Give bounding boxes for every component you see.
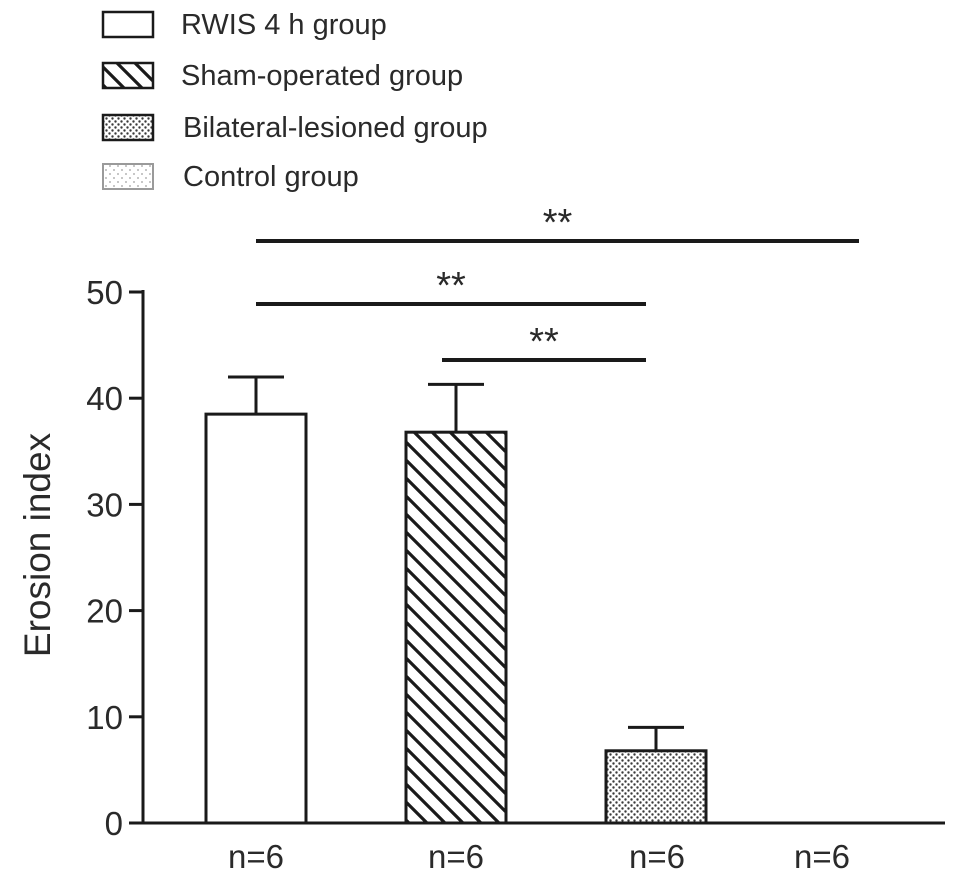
- legend-swatch-bilateral: [101, 113, 155, 142]
- legend-item-control: Control group: [102, 161, 359, 193]
- x-tick-label: n=6: [629, 838, 685, 875]
- significance-label: **: [543, 202, 573, 244]
- legend-label-rwis: RWIS 4 h group: [181, 9, 387, 41]
- x-tick-label: n=6: [794, 838, 850, 875]
- y-tick-label: 0: [105, 805, 123, 842]
- bar: [404, 430, 508, 825]
- legend-item-rwis: RWIS 4 h group: [101, 9, 387, 41]
- legend-label-bilateral: Bilateral-lesioned group: [183, 112, 488, 144]
- significance-label: **: [436, 265, 466, 307]
- legend-label-sham: Sham-operated group: [181, 60, 463, 92]
- significance-label: **: [529, 321, 559, 363]
- bar: [204, 412, 308, 825]
- error-bars: [228, 375, 684, 751]
- y-tick-label: 50: [86, 274, 123, 311]
- legend-label-control: Control group: [183, 161, 359, 193]
- legend-swatch-rwis: [101, 10, 155, 39]
- legend-item-sham: Sham-operated group: [101, 60, 463, 92]
- x-tick-label: n=6: [428, 838, 484, 875]
- x-tick-label: n=6: [228, 838, 284, 875]
- chart-legend: RWIS 4 h group Sham-operated group Bilat…: [101, 9, 488, 193]
- legend-item-bilateral: Bilateral-lesioned group: [101, 112, 488, 144]
- y-tick-label: 10: [86, 699, 123, 736]
- bars: [204, 412, 708, 825]
- y-tick-label: 20: [86, 593, 123, 630]
- y-tick-label: 30: [86, 486, 123, 523]
- y-axis-label: Erosion index: [17, 432, 58, 657]
- bar: [604, 749, 708, 825]
- legend-swatch-sham: [101, 61, 155, 90]
- significance-brackets: ** ** **: [256, 202, 859, 363]
- legend-swatch-control: [102, 163, 154, 190]
- y-tick-label: 40: [86, 380, 123, 417]
- x-tick-labels: n=6 n=6 n=6 n=6: [228, 838, 850, 875]
